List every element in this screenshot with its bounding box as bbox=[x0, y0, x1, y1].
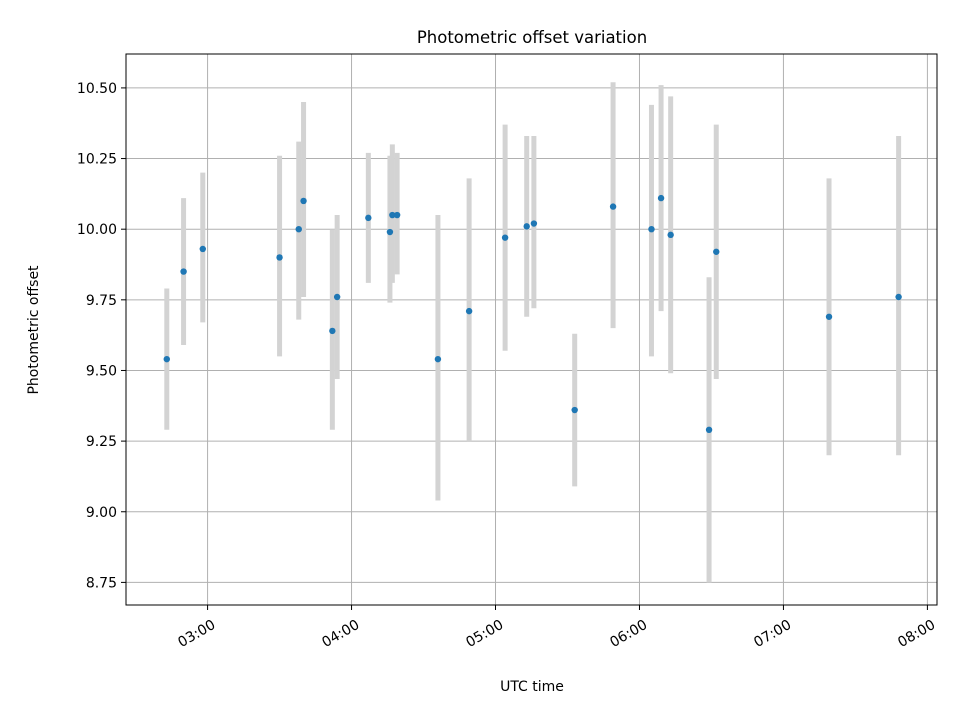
y-tick-label: 8.75 bbox=[86, 575, 117, 591]
data-point bbox=[530, 220, 538, 227]
data-point bbox=[300, 197, 307, 205]
data-point bbox=[295, 225, 302, 233]
y-tick-label: 10.50 bbox=[77, 81, 117, 97]
data-point bbox=[163, 355, 170, 363]
data-point bbox=[199, 245, 206, 253]
data-point bbox=[523, 223, 530, 230]
y-tick-label: 9.25 bbox=[86, 434, 117, 450]
data-point bbox=[276, 254, 283, 261]
data-point bbox=[393, 211, 401, 219]
data-point bbox=[657, 194, 665, 202]
data-point bbox=[389, 211, 396, 219]
y-tick-label: 10.25 bbox=[77, 152, 117, 168]
y-tick-label: 10.00 bbox=[77, 222, 117, 238]
y-tick-label: 9.00 bbox=[86, 505, 117, 521]
y-axis-ticks: 8.75 9.00 9.25 9.50 9.75 10.00 10.25 10.50 bbox=[77, 81, 126, 591]
data-point bbox=[386, 228, 394, 236]
data-points bbox=[163, 194, 902, 434]
data-point bbox=[705, 426, 713, 434]
data-point bbox=[180, 268, 187, 275]
data-point bbox=[465, 307, 473, 315]
data-point bbox=[713, 248, 720, 255]
data-point bbox=[895, 293, 902, 301]
data-point bbox=[667, 231, 674, 239]
y-tick-label: 9.75 bbox=[86, 293, 117, 309]
data-point bbox=[609, 203, 617, 210]
data-point bbox=[648, 225, 655, 233]
data-point bbox=[434, 355, 442, 363]
data-point bbox=[571, 406, 578, 414]
plot-frame bbox=[125, 53, 938, 606]
y-axis-label: Photometric offset bbox=[26, 265, 42, 395]
data-point bbox=[501, 234, 509, 241]
x-axis-label: UTC time bbox=[500, 679, 564, 695]
data-point bbox=[329, 327, 336, 335]
data-point bbox=[333, 293, 341, 301]
data-point bbox=[365, 214, 372, 222]
data-point bbox=[825, 313, 833, 320]
chart-title: Photometric offset variation bbox=[417, 28, 647, 47]
y-tick-label: 9.50 bbox=[86, 363, 117, 379]
